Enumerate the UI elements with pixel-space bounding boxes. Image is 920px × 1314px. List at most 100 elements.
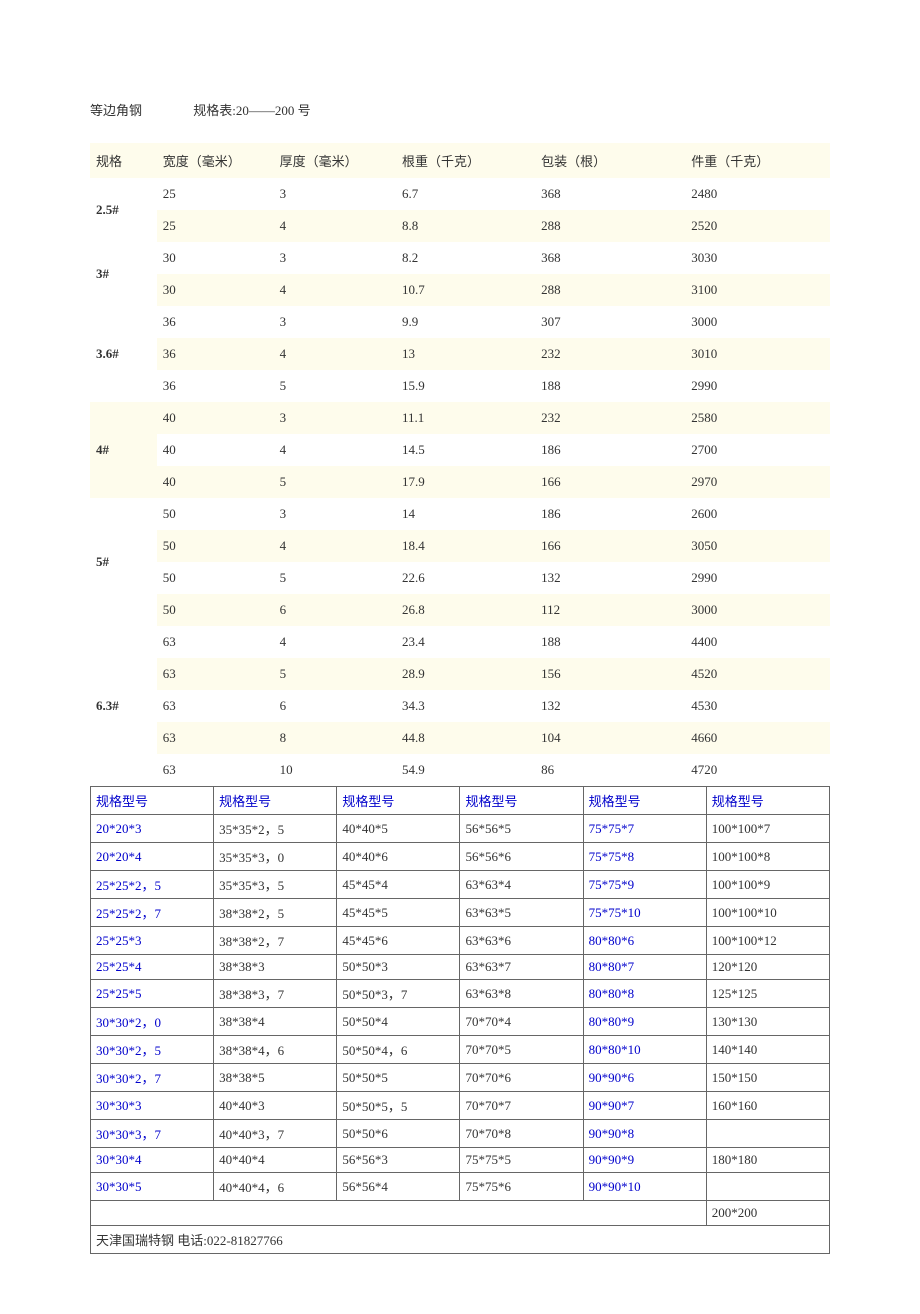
model-cell: 63*63*4	[460, 871, 583, 899]
table-cell: 166	[535, 530, 685, 562]
table-row: 50418.41663050	[90, 530, 830, 562]
table-cell: 26.8	[396, 594, 535, 626]
table-cell: 50	[157, 498, 274, 530]
model-cell[interactable]: 30*30*5	[91, 1173, 214, 1201]
table-row: 40517.91662970	[90, 466, 830, 498]
model-cell	[706, 1173, 829, 1201]
model-cell[interactable]: 30*30*2，0	[91, 1008, 214, 1036]
model-cell[interactable]: 90*90*6	[583, 1064, 706, 1092]
model-cell: 63*63*5	[460, 899, 583, 927]
table-cell: 307	[535, 306, 685, 338]
table-row: 631054.9864720	[90, 754, 830, 786]
table-cell: 3010	[685, 338, 830, 370]
table-cell: 232	[535, 338, 685, 370]
table-cell: 112	[535, 594, 685, 626]
table-cell: 63	[157, 658, 274, 690]
model-cell[interactable]: 75*75*10	[583, 899, 706, 927]
model-cell[interactable]: 90*90*7	[583, 1092, 706, 1120]
model-cell: 125*125	[706, 980, 829, 1008]
table-row: 30*30*2，038*38*450*50*470*70*480*80*9130…	[91, 1008, 830, 1036]
footer-text: 天津国瑞特钢 电话:022-81827766	[91, 1226, 830, 1254]
model-cell[interactable]: 20*20*4	[91, 843, 214, 871]
model-cell[interactable]: 80*80*9	[583, 1008, 706, 1036]
model-cell[interactable]: 75*75*7	[583, 815, 706, 843]
table-cell: 5	[274, 370, 396, 402]
table-cell: 3	[274, 402, 396, 434]
model-cell[interactable]: 80*80*8	[583, 980, 706, 1008]
table-cell: 30	[157, 274, 274, 306]
table-cell: 2580	[685, 402, 830, 434]
table-row: 63528.91564520	[90, 658, 830, 690]
model-cell[interactable]: 80*80*10	[583, 1036, 706, 1064]
table-row: 30*30*340*40*350*50*5，570*70*790*90*7160…	[91, 1092, 830, 1120]
table-cell: 188	[535, 626, 685, 658]
model-cell[interactable]: 25*25*2，7	[91, 899, 214, 927]
model-table-header: 规格型号	[214, 787, 337, 815]
model-cell: 38*38*3	[214, 955, 337, 980]
model-cell[interactable]: 25*25*4	[91, 955, 214, 980]
model-cell	[706, 1120, 829, 1148]
model-cell: 140*140	[706, 1036, 829, 1064]
model-cell: 38*38*5	[214, 1064, 337, 1092]
model-cell[interactable]: 30*30*3，7	[91, 1120, 214, 1148]
table-cell: 4	[274, 626, 396, 658]
table-cell: 6.7	[396, 178, 535, 210]
model-cell[interactable]: 75*75*8	[583, 843, 706, 871]
spec-label: 3.6#	[90, 306, 157, 402]
model-cell: 40*40*4，6	[214, 1173, 337, 1201]
model-cell: 56*56*6	[460, 843, 583, 871]
table-cell: 3	[274, 498, 396, 530]
model-cell[interactable]: 25*25*2，5	[91, 871, 214, 899]
model-cell[interactable]: 90*90*8	[583, 1120, 706, 1148]
model-cell[interactable]: 20*20*3	[91, 815, 214, 843]
table-cell: 132	[535, 690, 685, 722]
model-table: 规格型号规格型号规格型号规格型号规格型号规格型号20*20*335*35*2，5…	[90, 786, 830, 1254]
spec-table-header: 包装（根）	[535, 143, 685, 178]
table-cell: 4720	[685, 754, 830, 786]
model-cell[interactable]: 25*25*5	[91, 980, 214, 1008]
table-cell: 13	[396, 338, 535, 370]
table-cell: 4520	[685, 658, 830, 690]
table-cell: 44.8	[396, 722, 535, 754]
table-row: 25*25*438*38*350*50*363*63*780*80*7120*1…	[91, 955, 830, 980]
table-cell: 132	[535, 562, 685, 594]
table-cell: 3030	[685, 242, 830, 274]
table-cell: 2990	[685, 370, 830, 402]
table-cell: 2520	[685, 210, 830, 242]
table-cell: 3100	[685, 274, 830, 306]
model-cell[interactable]: 80*80*7	[583, 955, 706, 980]
model-cell: 50*50*5，5	[337, 1092, 460, 1120]
model-cell[interactable]: 80*80*6	[583, 927, 706, 955]
table-row: 40414.51862700	[90, 434, 830, 466]
model-cell[interactable]: 90*90*9	[583, 1148, 706, 1173]
model-cell[interactable]: 90*90*10	[583, 1173, 706, 1201]
model-cell[interactable]: 30*30*2，5	[91, 1036, 214, 1064]
table-cell: 188	[535, 370, 685, 402]
model-cell: 35*35*3，5	[214, 871, 337, 899]
model-cell[interactable]: 30*30*3	[91, 1092, 214, 1120]
model-cell[interactable]: 30*30*4	[91, 1148, 214, 1173]
table-row: 25*25*338*38*2，745*45*663*63*680*80*6100…	[91, 927, 830, 955]
table-cell: 40	[157, 466, 274, 498]
table-row: 364132323010	[90, 338, 830, 370]
spec-label: 3#	[90, 242, 157, 306]
table-cell: 6	[274, 594, 396, 626]
table-row: 30*30*2，538*38*4，650*50*4，670*70*580*80*…	[91, 1036, 830, 1064]
table-cell: 2970	[685, 466, 830, 498]
table-cell: 2990	[685, 562, 830, 594]
model-cell: 38*38*4，6	[214, 1036, 337, 1064]
model-cell[interactable]: 30*30*2，7	[91, 1064, 214, 1092]
model-cell[interactable]: 25*25*3	[91, 927, 214, 955]
page-title: 等边角钢 规格表:20——200 号	[90, 100, 830, 119]
model-cell[interactable]: 75*75*9	[583, 871, 706, 899]
model-table-header: 规格型号	[460, 787, 583, 815]
table-cell: 368	[535, 178, 685, 210]
model-cell: 63*63*8	[460, 980, 583, 1008]
table-cell: 50	[157, 594, 274, 626]
table-cell: 50	[157, 562, 274, 594]
table-row: 2.5#2536.73682480	[90, 178, 830, 210]
table-cell: 54.9	[396, 754, 535, 786]
table-cell: 14	[396, 498, 535, 530]
table-cell: 368	[535, 242, 685, 274]
table-cell: 40	[157, 434, 274, 466]
